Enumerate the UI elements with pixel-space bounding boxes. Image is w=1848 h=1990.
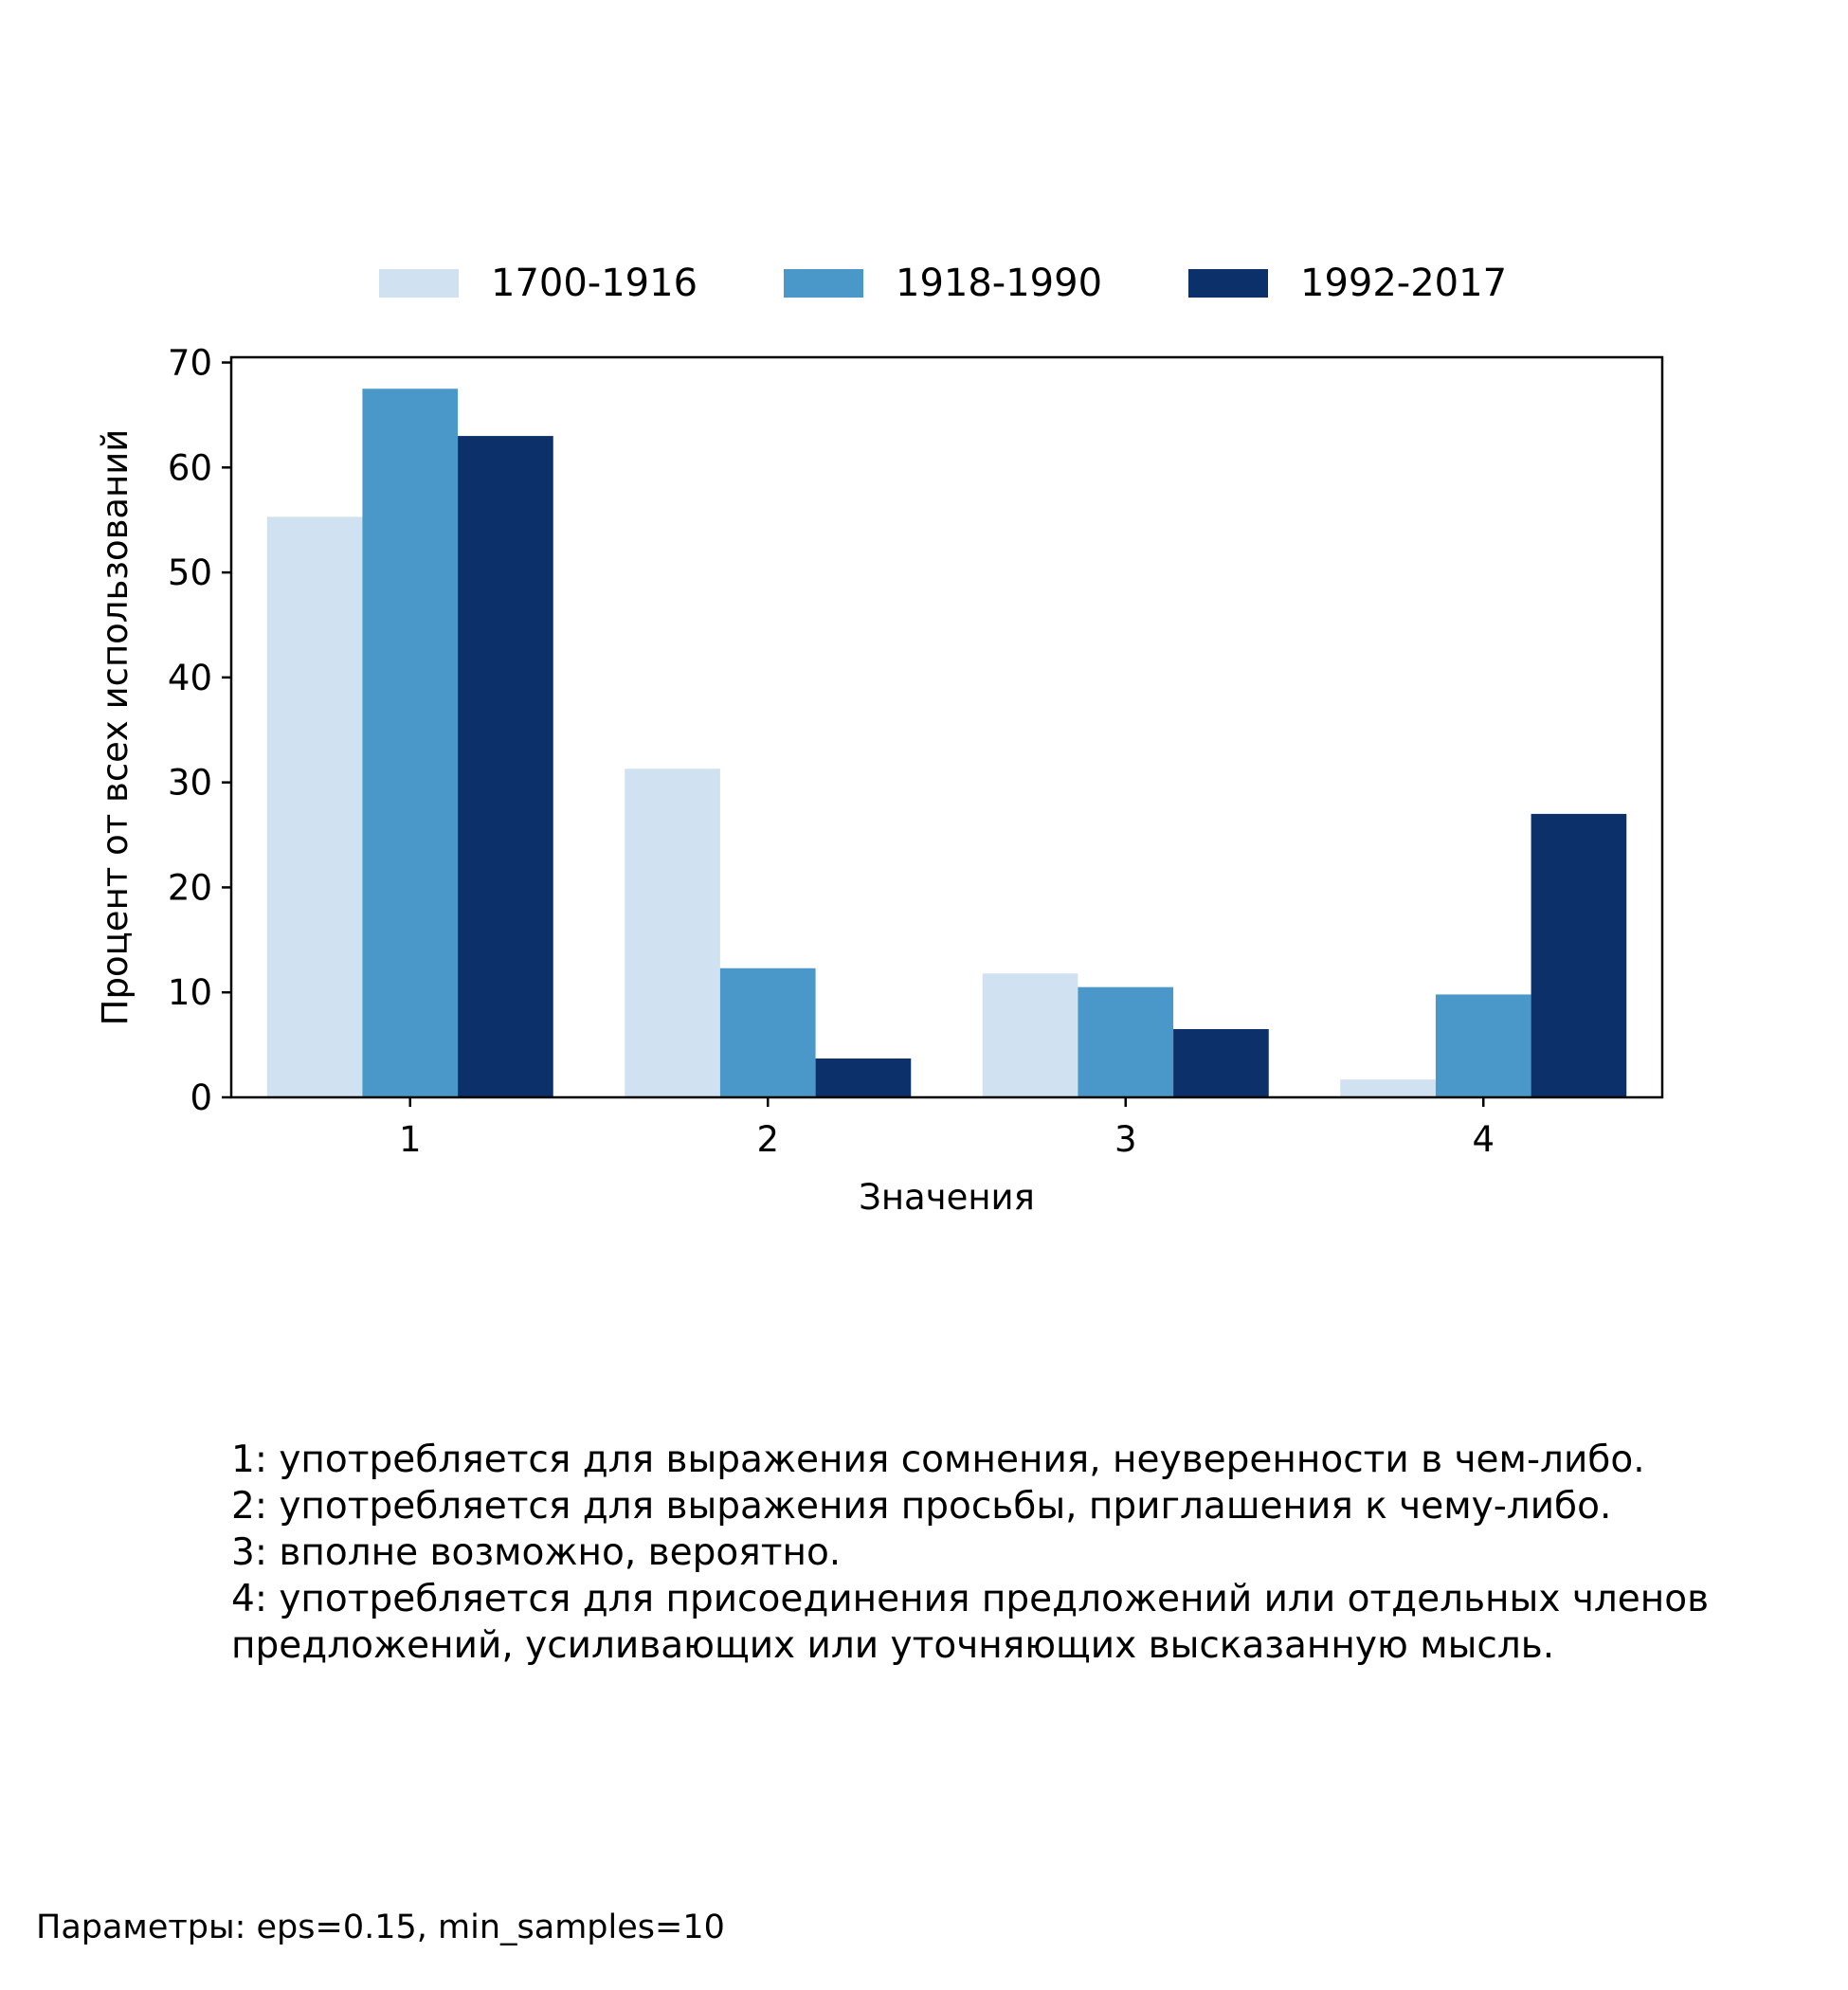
bars (266, 389, 1627, 1098)
meaning-note-2: 2: употребляется для выражения просьбы, … (231, 1485, 1612, 1528)
x-axis: 1 2 3 4 (399, 1097, 1495, 1160)
x-tick-label: 4 (1472, 1119, 1495, 1160)
meaning-note-1: 1: употребляется для выражения сомнения,… (231, 1438, 1645, 1481)
legend-label-1700-1916: 1700-1916 (491, 262, 698, 305)
y-tick-label: 70 (168, 343, 212, 384)
bar-1700-1916-cat-3 (982, 973, 1078, 1097)
y-tick-label: 60 (168, 447, 212, 488)
y-axis-label: Процент от всех использований (95, 429, 136, 1026)
bar-1700-1916-cat-2 (625, 769, 720, 1097)
legend-swatch-1700-1916 (379, 269, 459, 298)
bar-1992-2017-cat-2 (815, 1058, 912, 1097)
meaning-note-4: 4: употребляется для присоединения предл… (231, 1578, 1710, 1667)
bar-chart: 1700-1916 1918-1990 1992-2017 0 10 20 30 40 50 6… (95, 262, 1664, 1218)
meanings-legend: 1: употребляется для выражения сомнения,… (231, 1437, 1833, 1669)
x-tick-label: 1 (399, 1119, 422, 1160)
legend-swatch-1918-1990 (784, 269, 863, 298)
legend-swatch-1992-2017 (1188, 269, 1268, 298)
y-tick-label: 20 (168, 867, 212, 908)
y-axis: 0 10 20 30 40 50 60 70 (168, 343, 231, 1118)
y-tick-label: 30 (168, 763, 212, 804)
legend: 1700-1916 1918-1990 1992-2017 (379, 262, 1507, 305)
bar-1992-2017-cat-4 (1531, 813, 1627, 1097)
meaning-note-3: 3: вполне возможно, вероятно. (231, 1531, 842, 1574)
y-tick-label: 50 (168, 552, 212, 593)
y-tick-label: 0 (190, 1077, 212, 1118)
bar-1992-2017-cat-3 (1173, 1028, 1269, 1097)
parameters-caption: Параметры: eps=0.15, min_samples=10 (36, 1909, 725, 1946)
x-tick-label: 2 (756, 1119, 779, 1160)
y-tick-label: 40 (168, 658, 212, 698)
bar-1918-1990-cat-3 (1078, 986, 1174, 1097)
bar-1918-1990-cat-1 (362, 389, 459, 1098)
plot-frame (229, 355, 1664, 1099)
bar-1700-1916-cat-4 (1340, 1079, 1436, 1097)
x-tick-label: 3 (1114, 1119, 1137, 1160)
bar-1700-1916-cat-1 (266, 516, 363, 1097)
legend-label-1918-1990: 1918-1990 (896, 262, 1102, 305)
y-tick-label: 10 (168, 972, 212, 1013)
legend-label-1992-2017: 1992-2017 (1300, 262, 1507, 305)
bar-1918-1990-cat-4 (1435, 994, 1531, 1097)
x-axis-label: Значения (859, 1177, 1035, 1218)
bar-1992-2017-cat-1 (458, 436, 553, 1098)
bar-1918-1990-cat-2 (719, 968, 816, 1097)
